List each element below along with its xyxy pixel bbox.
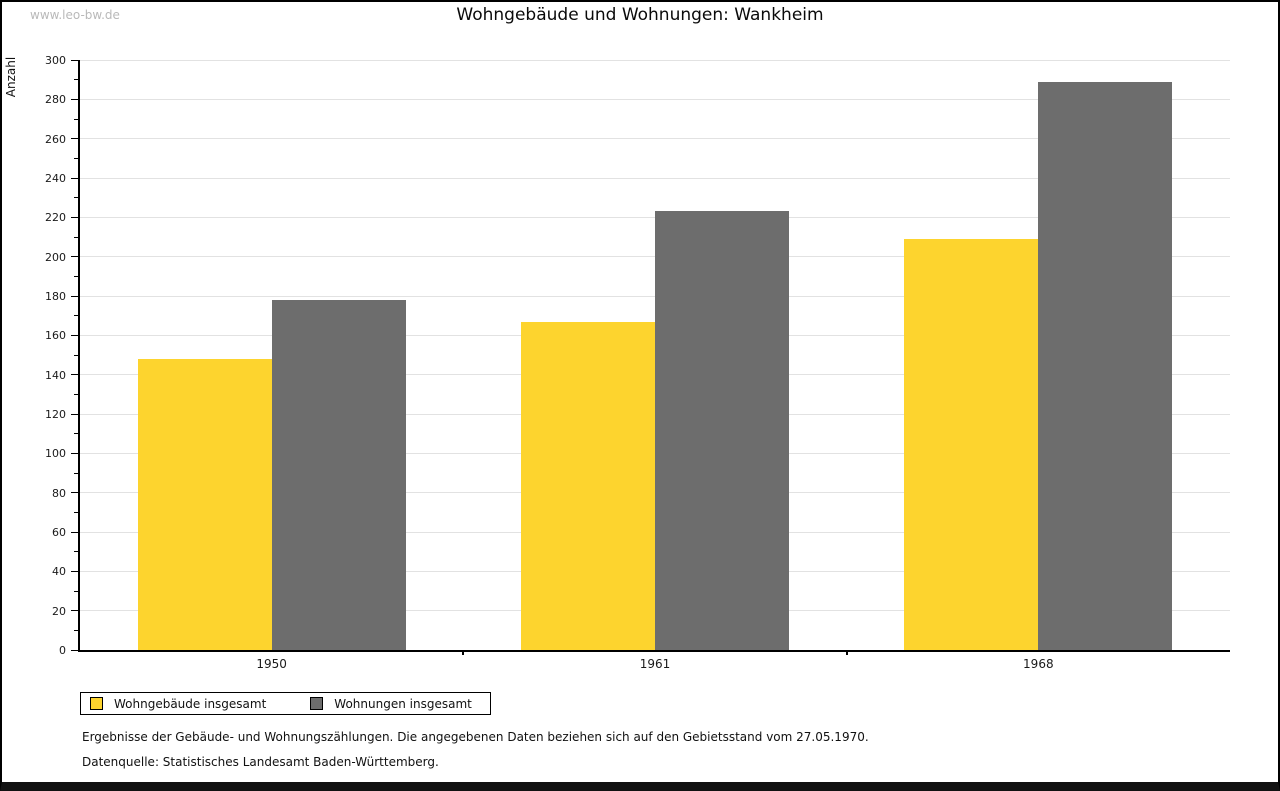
- y-tick-220: [71, 216, 79, 218]
- bar-wohnungen-1950: [271, 299, 406, 650]
- legend: Wohngebäude insgesamt Wohnungen insgesam…: [80, 692, 491, 715]
- y-tick-label-260: 260: [45, 132, 66, 146]
- bar-wohnungen-1961: [655, 211, 789, 650]
- y-tick-label-100: 100: [45, 447, 66, 461]
- x-tick-1: [462, 650, 465, 655]
- y-minor-tick-90: [74, 472, 79, 474]
- y-tick-300: [71, 59, 79, 61]
- watermark: www.leo-bw.de: [30, 8, 120, 22]
- gridline-280: [80, 98, 1230, 100]
- y-minor-tick-190: [74, 275, 79, 277]
- y-tick-label-300: 300: [45, 54, 66, 67]
- y-axis-title: Anzahl: [4, 56, 18, 98]
- y-minor-tick-270: [74, 118, 79, 120]
- y-tick-180: [71, 295, 79, 297]
- bar-wohnungen-1968: [1038, 81, 1173, 650]
- bar-wohngebaeude-1961: [521, 321, 655, 650]
- x-tick-2: [845, 650, 848, 655]
- x-category-label-1961: 1961: [639, 657, 671, 671]
- y-tick-label-140: 140: [45, 368, 66, 382]
- y-tick-260: [71, 138, 79, 140]
- y-tick-label-180: 180: [45, 290, 66, 303]
- legend-label-wohngebaeude: Wohngebäude insgesamt: [114, 696, 267, 711]
- footer-source: Datenquelle: Statistisches Landesamt Bad…: [82, 755, 439, 769]
- y-minor-tick-10: [74, 629, 79, 631]
- y-minor-tick-230: [74, 197, 79, 199]
- y-tick-140: [71, 374, 79, 376]
- y-minor-tick-170: [74, 315, 79, 317]
- y-minor-tick-70: [74, 511, 79, 513]
- y-minor-tick-290: [74, 79, 79, 81]
- y-tick-label-240: 240: [45, 172, 66, 185]
- plot-area: 0 20 40 60 80 100 120 140 160 180 200 220 240 260 280 3…: [45, 54, 1230, 671]
- y-tick-40: [71, 570, 79, 572]
- y-tick-100: [71, 452, 79, 454]
- chart-title: Wohngebäude und Wohnungen: Wankheim: [456, 5, 824, 25]
- y-tick-label-280: 280: [45, 93, 66, 107]
- gridline-300: [80, 59, 1230, 61]
- y-tick-200: [71, 256, 79, 258]
- y-minor-tick-50: [74, 551, 79, 553]
- bar-wohngebaeude-1968: [904, 238, 1039, 650]
- y-tick-label-220: 220: [45, 211, 66, 225]
- y-tick-label-160: 160: [45, 329, 66, 343]
- y-tick-label-0: 0: [59, 644, 66, 657]
- y-tick-80: [71, 492, 79, 494]
- y-tick-0: [71, 649, 79, 651]
- legend-swatch-wohngebaeude: [90, 697, 103, 710]
- y-tick-label-60: 60: [52, 526, 66, 539]
- x-category-label-1968: 1968: [1023, 657, 1054, 671]
- y-minor-tick-110: [74, 433, 79, 435]
- y-minor-tick-250: [74, 157, 79, 159]
- y-tick-60: [71, 531, 79, 533]
- gridline-240: [80, 177, 1230, 179]
- legend-swatch-wohnungen: [310, 697, 324, 710]
- y-tick-label-20: 20: [52, 604, 66, 618]
- y-tick-120: [71, 413, 79, 415]
- gridline-260: [80, 138, 1230, 140]
- y-minor-tick-130: [74, 393, 79, 395]
- y-tick-20: [71, 610, 79, 612]
- y-minor-tick-150: [74, 354, 79, 356]
- x-category-label-1950: 1950: [256, 657, 287, 671]
- y-tick-label-40: 40: [52, 565, 66, 579]
- y-tick-label-120: 120: [45, 408, 66, 421]
- y-tick-280: [71, 98, 79, 100]
- bar-wohngebaeude-1950: [137, 358, 272, 650]
- y-tick-160: [71, 334, 79, 336]
- y-tick-label-200: 200: [45, 250, 66, 264]
- y-tick-label-80: 80: [52, 486, 66, 500]
- y-minor-tick-210: [74, 236, 79, 238]
- footer-note: Ergebnisse der Gebäude- und Wohnungszähl…: [82, 730, 869, 744]
- y-tick-240: [71, 177, 79, 179]
- y-minor-tick-30: [74, 590, 79, 592]
- legend-label-wohnungen: Wohnungen insgesamt: [334, 696, 472, 711]
